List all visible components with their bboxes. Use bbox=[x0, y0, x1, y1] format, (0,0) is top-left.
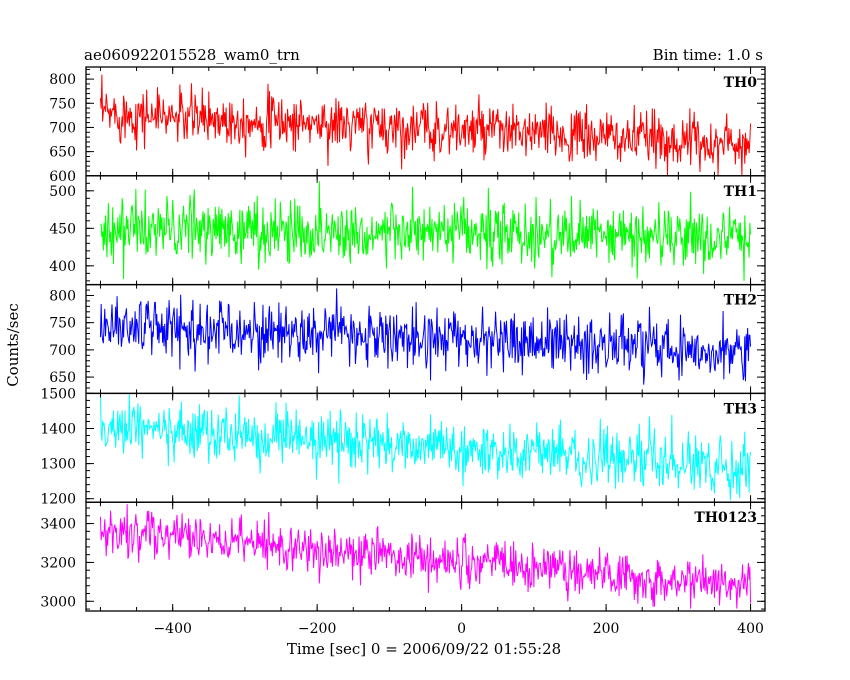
y-tick-label: 450 bbox=[49, 221, 76, 237]
panel-frame bbox=[85, 501, 766, 612]
y-tick-label: 1500 bbox=[40, 386, 76, 402]
y-tick-label: 700 bbox=[49, 343, 76, 359]
y-tick-label: 800 bbox=[49, 72, 76, 88]
y-tick-label: 1300 bbox=[40, 457, 76, 473]
x-tick-label: 0 bbox=[457, 621, 466, 637]
y-tick-label: 750 bbox=[49, 316, 76, 332]
y-tick-label: 650 bbox=[49, 145, 76, 161]
x-axis-label: Time [sec] 0 = 2006/09/22 01:55:28 bbox=[287, 640, 561, 658]
series-line-th3 bbox=[99, 393, 752, 501]
panel-th3: 1200 1300 1400 1500 TH3 bbox=[40, 386, 766, 508]
chart-title-left: ae060922015528_wam0_trn bbox=[84, 46, 300, 64]
x-tick-label: −400 bbox=[153, 621, 191, 637]
series-line-th0 bbox=[99, 74, 752, 176]
series-line-th0123 bbox=[99, 504, 752, 609]
y-tick-label: 750 bbox=[49, 96, 76, 112]
y-tick-label: 3400 bbox=[40, 517, 76, 533]
series-label-th1: TH1 bbox=[724, 184, 757, 200]
chart-title-right: Bin time: 1.0 s bbox=[653, 46, 763, 64]
x-axis: −400 −200 0 200 400 bbox=[153, 621, 763, 637]
x-tick-label: 200 bbox=[593, 621, 620, 637]
panel-th0123: 3000 3200 3400 TH0123 bbox=[40, 501, 766, 612]
series-label-th3: TH3 bbox=[724, 401, 757, 417]
y-tick-label: 3200 bbox=[40, 555, 76, 571]
y-axis-label: Counts/sec bbox=[4, 303, 22, 387]
series-label-th0: TH0 bbox=[724, 75, 758, 91]
series-label-th2: TH2 bbox=[724, 293, 757, 309]
panel-th2: 650 700 750 800 TH2 bbox=[49, 283, 766, 395]
y-tick-label: 1400 bbox=[40, 421, 76, 437]
x-tick-label: 400 bbox=[737, 621, 764, 637]
y-tick-label: 3000 bbox=[40, 594, 76, 610]
y-tick-label: 1200 bbox=[40, 492, 76, 508]
series-line-th1 bbox=[100, 181, 752, 281]
y-tick-label: 600 bbox=[49, 169, 76, 185]
panels-group: 600 650 700 750 800 TH0 400 450 500 TH1 650 700 750 8… bbox=[40, 66, 766, 612]
panel-th0: 600 650 700 750 800 TH0 bbox=[49, 66, 766, 185]
series-label-th0123: TH0123 bbox=[694, 510, 757, 526]
series-line-th2 bbox=[99, 288, 752, 385]
y-tick-label: 800 bbox=[49, 288, 76, 304]
x-tick-label: −200 bbox=[298, 621, 336, 637]
panel-th1: 400 450 500 TH1 bbox=[49, 175, 766, 286]
y-tick-label: 650 bbox=[49, 370, 76, 386]
y-tick-label: 400 bbox=[49, 259, 76, 275]
y-tick-label: 700 bbox=[49, 120, 76, 136]
y-tick-label: 500 bbox=[49, 184, 76, 200]
